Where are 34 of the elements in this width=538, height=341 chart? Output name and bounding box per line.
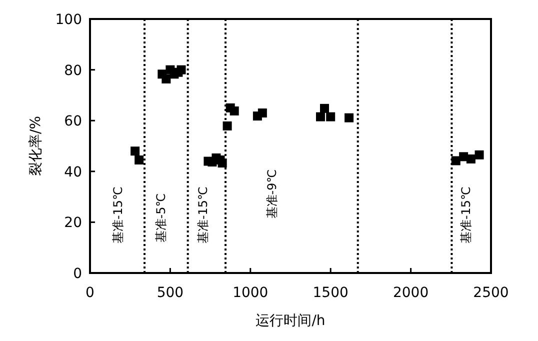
y-tick-label: 60 — [64, 114, 82, 130]
annotation: 基准-15℃ — [111, 186, 125, 244]
x-tick-label: 1000 — [232, 285, 268, 301]
point — [466, 154, 476, 164]
y-tick-label: 40 — [64, 164, 82, 180]
point — [474, 150, 484, 160]
x-tick-label: 1500 — [312, 285, 348, 301]
x-axis-title: 运行时间/h — [256, 313, 326, 329]
annotation: 基准-9℃ — [265, 169, 279, 219]
x-tick-label: 0 — [86, 285, 94, 301]
annotation: 基准-15℃ — [459, 186, 473, 244]
annotation: 基准-15℃ — [196, 186, 210, 244]
x-tick-label: 500 — [156, 285, 184, 301]
y-tick-label: 100 — [55, 12, 82, 28]
point — [258, 108, 267, 118]
point — [130, 146, 140, 156]
point — [230, 106, 239, 116]
point — [326, 112, 336, 122]
point — [134, 155, 144, 164]
point — [162, 74, 171, 84]
point — [344, 113, 354, 122]
point — [222, 121, 232, 130]
y-tick-label: 80 — [64, 62, 82, 79]
point — [316, 112, 325, 122]
point — [320, 104, 330, 113]
point — [451, 156, 460, 166]
x-tick-label: 2000 — [392, 285, 429, 301]
y-tick-label: 0 — [73, 266, 82, 282]
y-axis-title: 裂化率/% — [28, 116, 44, 176]
y-tick-label: 20 — [64, 215, 82, 232]
point — [218, 158, 227, 168]
annotation: 基准-5℃ — [154, 193, 168, 243]
point — [176, 65, 186, 74]
x-tick-label: 2500 — [473, 285, 509, 301]
